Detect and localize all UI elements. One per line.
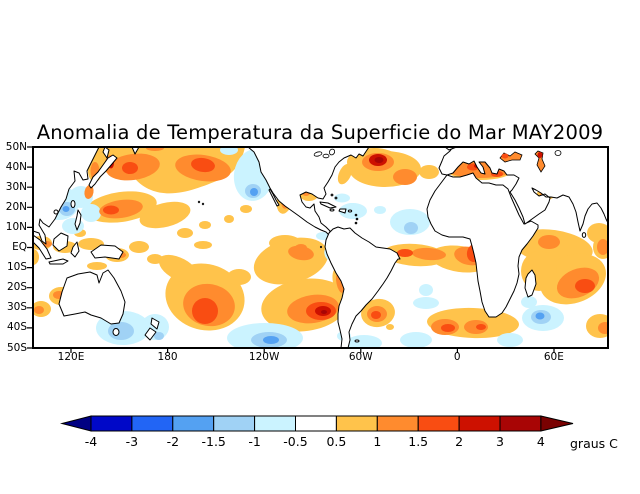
lon-label-120E: 120E (57, 351, 85, 363)
colorbar-tick--4: -4 (85, 434, 98, 449)
lat-ticks (27, 146, 32, 349)
colorbar-left-arrow (60, 415, 92, 432)
lon-label-60W: 60W (348, 351, 373, 363)
colorbar-tick--1.5: -1.5 (202, 434, 226, 449)
colorbar-tick-2: 2 (455, 434, 463, 449)
lat-label-40N: 40N (5, 160, 27, 173)
colorbar-unit-label: graus C (570, 436, 618, 451)
colorbar-segment-8 (417, 415, 460, 432)
lat-label-20S: 20S (6, 281, 27, 294)
lat-label-EQ: EQ (12, 241, 27, 253)
lat-label-10N: 10N (5, 220, 27, 233)
colorbar-segment-4 (254, 415, 297, 432)
colorbar-tick-1: 1 (373, 434, 381, 449)
lon-label-0: 0 (453, 351, 461, 363)
lat-label-10S: 10S (6, 261, 27, 274)
colorbar-tick--0.5: -0.5 (283, 434, 307, 449)
lon-label-180: 180 (157, 351, 178, 363)
colorbar-tick-4: 4 (537, 434, 545, 449)
lat-label-40S: 40S (6, 321, 27, 334)
colorbar-tick--2: -2 (167, 434, 179, 449)
lat-label-50N: 50N (5, 140, 27, 153)
colorbar-tick--3: -3 (126, 434, 138, 449)
lat-label-30N: 30N (5, 180, 27, 193)
colorbar-segment-6 (335, 415, 378, 432)
lat-label-30S: 30S (6, 301, 27, 314)
colorbar: -4 -3 -2 -1.5 -1 -0.5 0.5 1 1.5 2 3 4 (60, 415, 574, 449)
colorbar-segment-0 (90, 415, 133, 432)
lon-ticks (70, 349, 555, 353)
anomaly-warm-dark (321, 157, 384, 314)
world-map (27, 146, 609, 353)
lat-label-50S: 50S (6, 341, 27, 354)
anomaly-cool-medium (62, 188, 545, 344)
colorbar-segment-10 (499, 415, 542, 432)
lon-label-60E: 60E (543, 351, 564, 363)
anomaly-warm-hot (103, 157, 595, 332)
colorbar-segment-5 (295, 415, 337, 432)
lon-label-120W: 120W (248, 351, 280, 363)
colorbar-right-arrow (540, 415, 574, 432)
colorbar-tick-0.5: 0.5 (326, 434, 346, 449)
colorbar-tick-1.5: 1.5 (408, 434, 428, 449)
inland-seas (499, 150, 562, 173)
map-title: Anomalia de Temperatura da Superficie do… (36, 121, 604, 144)
lat-label-20N: 20N (5, 200, 27, 213)
colorbar-segment-7 (376, 415, 419, 432)
longitude-axis: 120E 180 120W 60W 0 60E (0, 351, 640, 365)
coastlines (33, 147, 608, 348)
colorbar-tick--1: -1 (248, 434, 260, 449)
colorbar-segment-1 (131, 415, 174, 432)
colorbar-segment-2 (172, 415, 215, 432)
map-frame (32, 146, 609, 349)
colorbar-segment-3 (213, 415, 256, 432)
latitude-axis: 50N 40N 30N 20N 10N EQ 10S 20S 30S 40S 50S (0, 140, 27, 354)
colorbar-tick-3: 3 (496, 434, 504, 449)
colorbar-segment-9 (458, 415, 501, 432)
